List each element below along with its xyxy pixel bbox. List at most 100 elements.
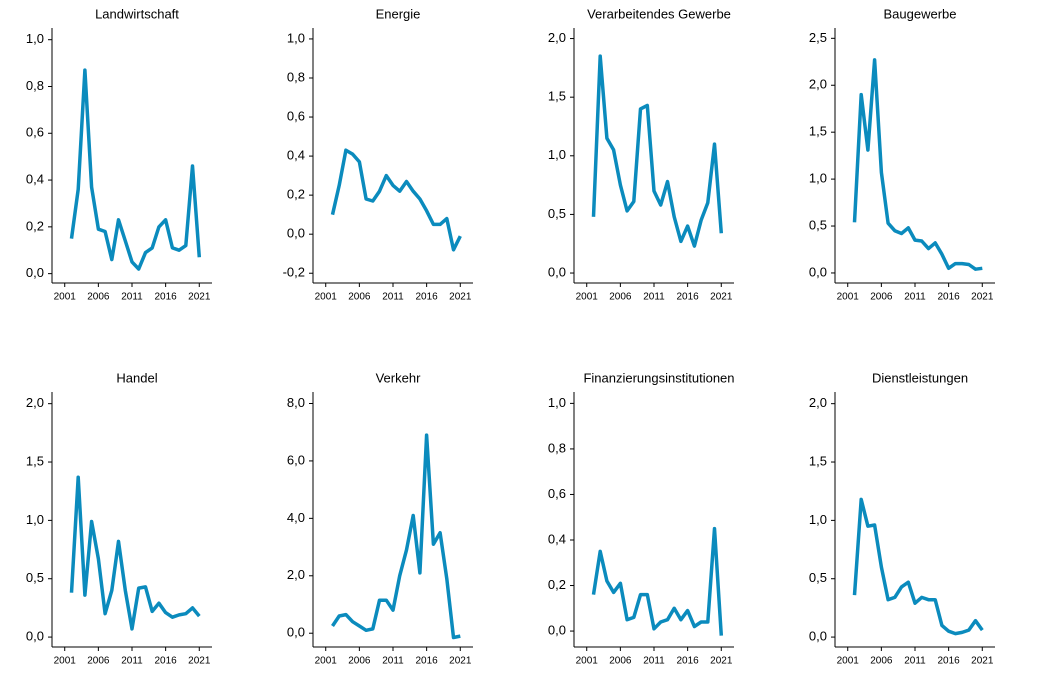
x-tick-label: 2001 <box>315 656 338 667</box>
x-tick-label: 2001 <box>576 292 599 303</box>
y-tick-label: 0,0 <box>548 623 566 638</box>
x-tick-label: 2006 <box>609 292 632 303</box>
x-tick-label: 2016 <box>155 292 178 303</box>
y-tick-label: 0,8 <box>26 78 44 93</box>
y-tick-label: 0,8 <box>287 69 305 84</box>
y-tick-label: 2,5 <box>809 30 827 45</box>
y-tick-label: 0,2 <box>26 218 44 233</box>
data-line <box>331 433 461 640</box>
x-tick-label: 2006 <box>87 656 110 667</box>
data-line <box>69 68 202 271</box>
y-tick-label: 0,6 <box>26 125 44 140</box>
x-tick-label: 2021 <box>710 656 733 667</box>
y-tick-label: 8,0 <box>287 395 305 410</box>
y-tick-label: 0,0 <box>548 264 566 279</box>
y-tick-label: 0,8 <box>548 440 566 455</box>
y-tick-label: 1,5 <box>548 89 566 104</box>
x-tick-label: 2001 <box>54 292 77 303</box>
y-tick-label: 1,0 <box>548 147 566 162</box>
y-tick-label: 0,0 <box>26 629 44 644</box>
y-tick-label: 2,0 <box>287 567 305 582</box>
x-tick-label: 2021 <box>971 656 994 667</box>
y-tick-label: 0,0 <box>287 625 305 640</box>
x-tick-label: 2011 <box>643 656 665 667</box>
x-tick-label: 2021 <box>710 292 733 303</box>
y-tick-label: 0,5 <box>26 570 44 585</box>
y-tick-label: 0,0 <box>809 629 827 644</box>
y-tick-label: 0,0 <box>287 226 305 241</box>
y-tick-label: 2,0 <box>809 395 827 410</box>
y-tick-label: 1,0 <box>287 30 305 45</box>
y-tick-label: 1,0 <box>26 31 44 46</box>
data-line <box>591 54 724 248</box>
panel-title: Handel <box>116 370 157 385</box>
y-tick-label: 1,5 <box>809 453 827 468</box>
x-tick-label: 2001 <box>837 656 860 667</box>
x-tick-label: 2006 <box>87 292 110 303</box>
x-tick-label: 2016 <box>416 656 439 667</box>
x-tick-label: 2016 <box>155 656 178 667</box>
x-tick-label: 2021 <box>449 656 472 667</box>
panel-title: Energie <box>376 6 421 21</box>
x-tick-label: 2016 <box>938 656 961 667</box>
y-tick-label: 0,4 <box>26 172 44 187</box>
x-tick-label: 2001 <box>54 656 77 667</box>
y-tick-label: 1,0 <box>548 395 566 410</box>
y-tick-label: 0,5 <box>548 206 566 221</box>
y-tick-label: 6,0 <box>287 452 305 467</box>
data-line <box>69 475 201 631</box>
y-tick-label: 0,6 <box>287 108 305 123</box>
y-tick-label: 0,4 <box>287 148 305 163</box>
y-tick-label: 1,5 <box>26 453 44 468</box>
data-line <box>852 58 983 271</box>
data-line <box>591 526 724 636</box>
x-tick-label: 2011 <box>382 292 404 303</box>
x-tick-label: 2021 <box>449 292 472 303</box>
y-tick-label: 1,0 <box>809 171 827 186</box>
x-tick-label: 2011 <box>643 292 665 303</box>
x-tick-label: 2016 <box>938 292 961 303</box>
y-tick-label: 0,2 <box>548 577 566 592</box>
y-tick-label: 0,0 <box>26 265 44 280</box>
x-tick-label: 2021 <box>188 656 211 667</box>
x-tick-label: 2016 <box>416 292 439 303</box>
x-tick-label: 2016 <box>677 292 700 303</box>
y-tick-label: 2,0 <box>26 395 44 410</box>
x-tick-label: 2001 <box>837 292 860 303</box>
x-tick-label: 2001 <box>576 656 599 667</box>
y-tick-label: -0,2 <box>283 265 305 280</box>
data-line <box>330 148 462 252</box>
y-tick-label: 0,4 <box>548 531 566 546</box>
panel-title: Baugewerbe <box>884 6 957 21</box>
y-tick-label: 2,0 <box>809 77 827 92</box>
panel-title: Finanzierungsinstitutionen <box>583 370 734 385</box>
y-tick-label: 0,6 <box>548 486 566 501</box>
x-tick-label: 2021 <box>188 292 211 303</box>
panel-title: Landwirtschaft <box>95 6 179 21</box>
x-tick-label: 2006 <box>870 656 893 667</box>
x-tick-label: 2011 <box>904 656 926 667</box>
y-tick-label: 2,0 <box>548 30 566 45</box>
x-tick-label: 2006 <box>348 656 371 667</box>
x-tick-label: 2006 <box>609 656 632 667</box>
panel-title: Dienstleistungen <box>872 370 968 385</box>
y-tick-label: 1,0 <box>26 512 44 527</box>
x-tick-label: 2016 <box>677 656 700 667</box>
x-tick-label: 2011 <box>121 656 143 667</box>
x-tick-label: 2011 <box>382 656 404 667</box>
panel-title: Verkehr <box>376 370 421 385</box>
x-tick-label: 2006 <box>870 292 893 303</box>
x-tick-label: 2006 <box>348 292 371 303</box>
x-tick-label: 2011 <box>121 292 143 303</box>
y-tick-label: 0,5 <box>809 217 827 232</box>
x-tick-label: 2011 <box>904 292 926 303</box>
panel-title: Verarbeitendes Gewerbe <box>587 6 731 21</box>
x-tick-label: 2021 <box>971 292 994 303</box>
y-tick-label: 0,5 <box>809 570 827 585</box>
x-tick-label: 2001 <box>315 292 338 303</box>
y-tick-label: 0,0 <box>809 264 827 279</box>
y-tick-label: 4,0 <box>287 510 305 525</box>
data-line <box>852 497 984 636</box>
y-tick-label: 0,2 <box>287 187 305 202</box>
